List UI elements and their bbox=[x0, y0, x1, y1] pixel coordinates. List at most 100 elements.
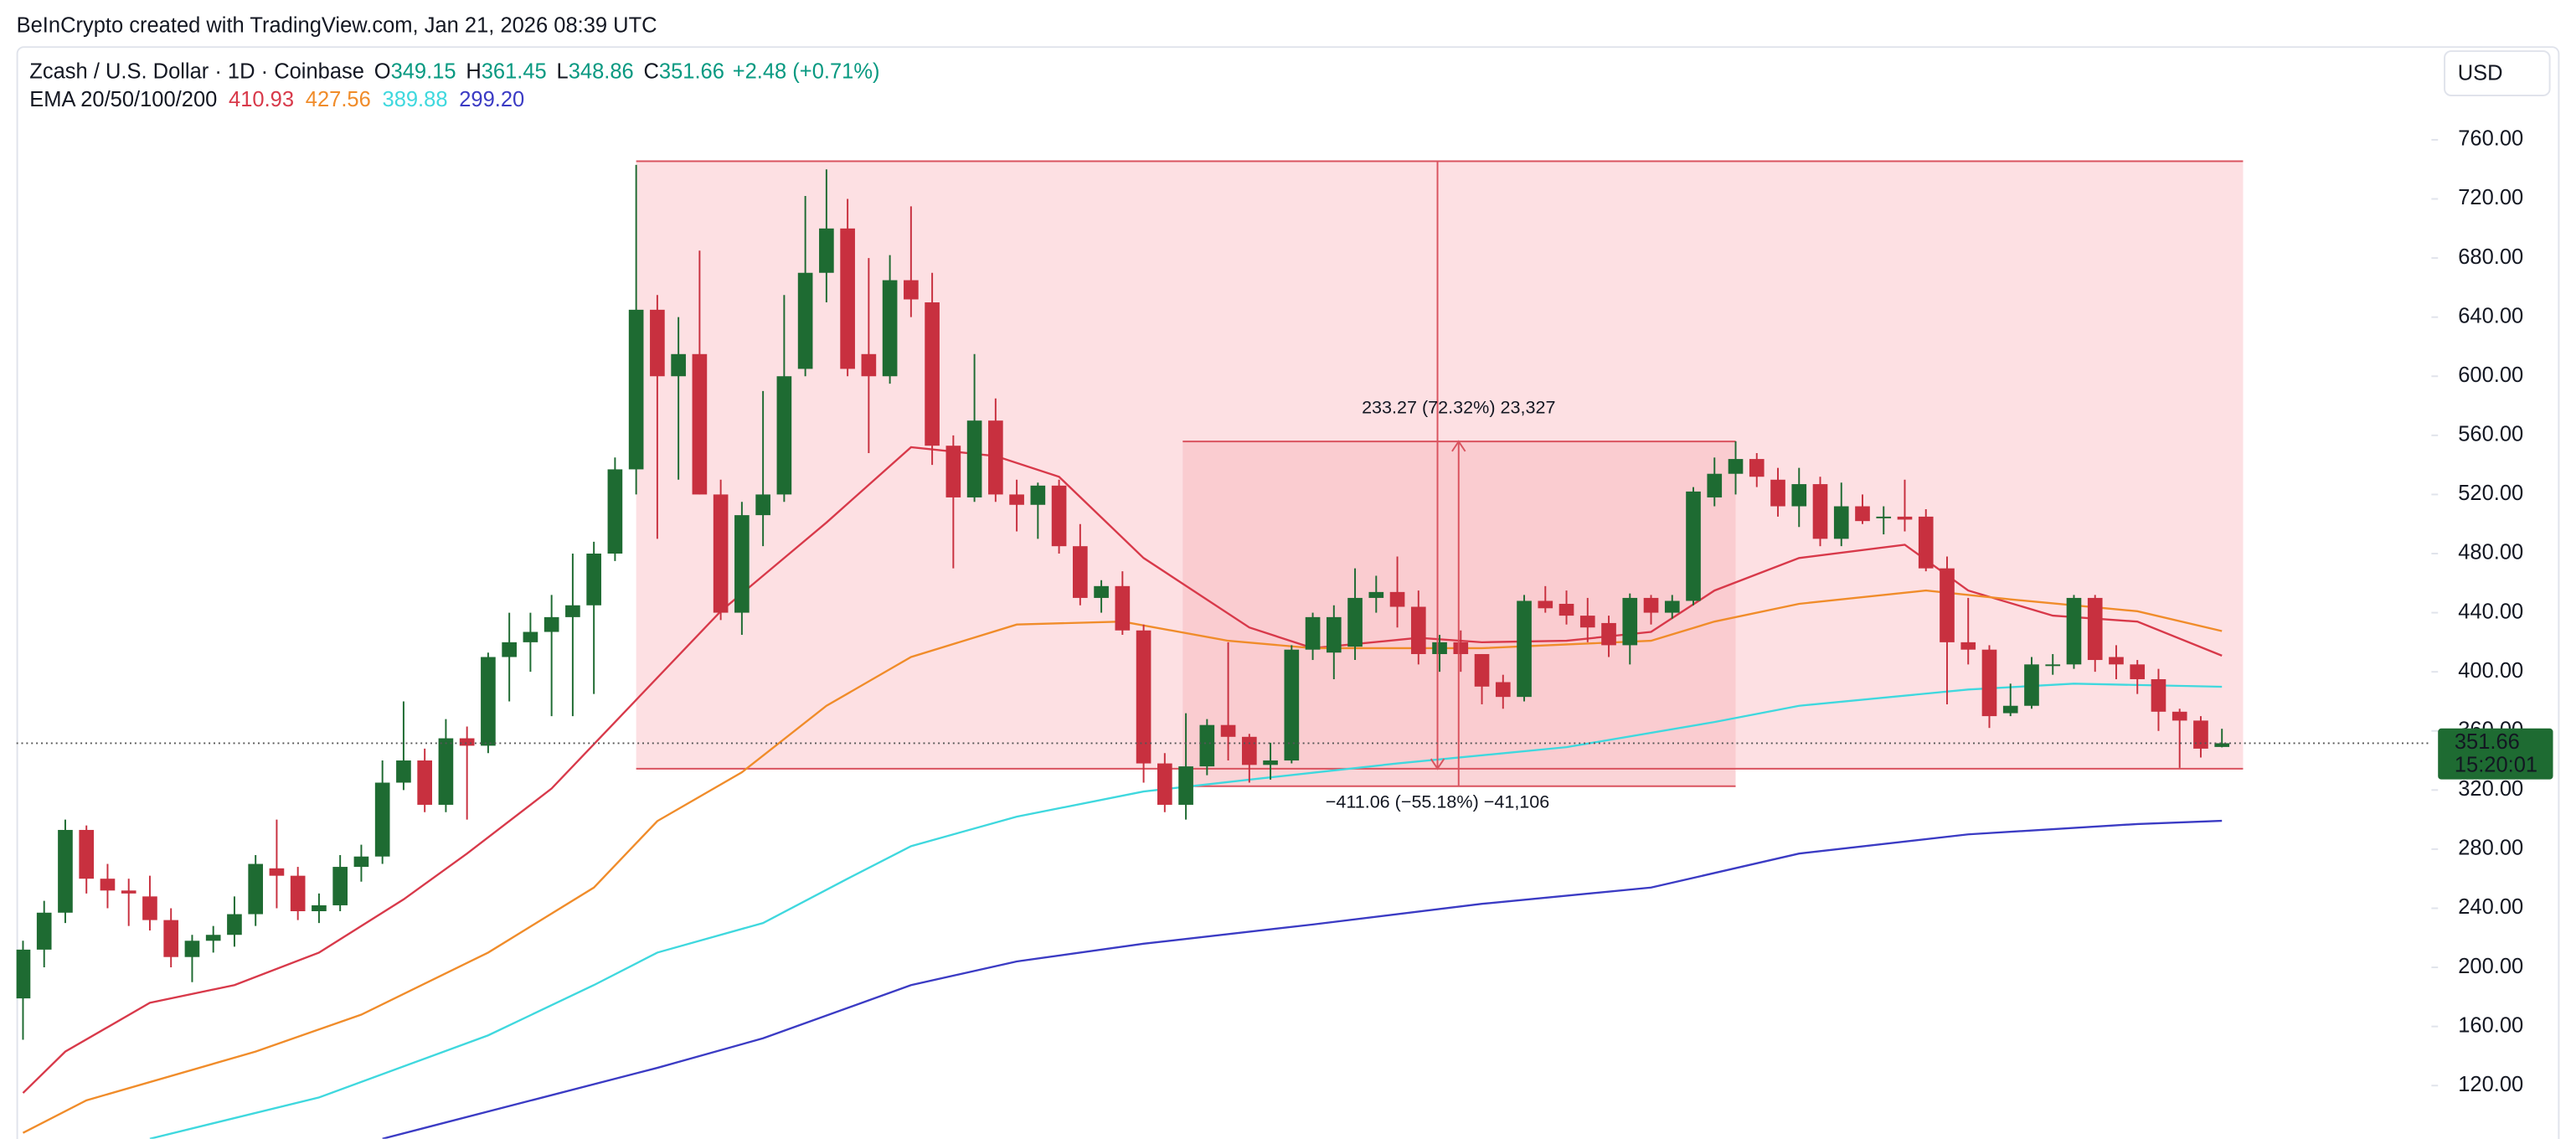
candle-body bbox=[1094, 585, 1109, 598]
candle-body bbox=[1051, 485, 1067, 547]
candle-body bbox=[1728, 459, 1744, 474]
change-value: +2.48 (+0.71%) bbox=[733, 59, 880, 83]
candle-body bbox=[1622, 597, 1638, 646]
candle-body bbox=[248, 863, 264, 915]
candle-body bbox=[1263, 760, 1278, 765]
candle-body bbox=[2214, 743, 2230, 747]
candle-body bbox=[1601, 622, 1616, 646]
ema-value: 389.88 bbox=[383, 88, 448, 111]
candle-body bbox=[481, 657, 496, 746]
candle-body bbox=[1326, 616, 1342, 653]
ema-value: 410.93 bbox=[229, 88, 294, 111]
candle-body bbox=[396, 760, 411, 783]
candle-body bbox=[417, 760, 432, 805]
candle-body bbox=[882, 280, 898, 377]
candle-body bbox=[2087, 597, 2103, 661]
countdown: 15:20:01 bbox=[2455, 754, 2537, 777]
overlay: 120.00160.00200.00240.00280.00320.00360.… bbox=[1326, 127, 2553, 1096]
candle-body bbox=[945, 446, 961, 497]
y-tick-label: 160.00 bbox=[2458, 1013, 2523, 1037]
y-tick-label: 640.00 bbox=[2458, 304, 2523, 327]
candle-body bbox=[1199, 724, 1215, 767]
candle-body bbox=[797, 272, 813, 369]
y-tick-label: 120.00 bbox=[2458, 1073, 2523, 1096]
candle-body bbox=[565, 605, 580, 617]
candle-body bbox=[1389, 591, 1405, 607]
measure-label: 233.27 (72.32%) 23,327 bbox=[1362, 397, 1555, 418]
ema-line bbox=[22, 446, 2223, 1094]
candle-body bbox=[163, 920, 179, 957]
candle-body bbox=[16, 949, 31, 999]
candle-body bbox=[988, 420, 1003, 495]
candle-body bbox=[1453, 642, 1469, 654]
symbol-legend: Zcash / U.S. Dollar · 1D · Coinbase O349.… bbox=[29, 59, 879, 83]
candle-body bbox=[1664, 600, 1680, 613]
ema-line bbox=[382, 819, 2223, 1139]
y-tick-label: 760.00 bbox=[2458, 127, 2523, 151]
candle-body bbox=[205, 935, 221, 941]
y-tick-label: 200.00 bbox=[2458, 955, 2523, 978]
candle-body bbox=[1960, 642, 1976, 650]
y-tick-label: 600.00 bbox=[2458, 363, 2523, 387]
ohlc-value: 348.86 bbox=[569, 59, 634, 83]
candle-body bbox=[671, 353, 686, 377]
candle-body bbox=[353, 856, 369, 868]
candle-body bbox=[1643, 597, 1659, 613]
candle-body bbox=[1707, 473, 1723, 497]
candle-body bbox=[904, 280, 919, 300]
candle-body bbox=[1558, 603, 1574, 616]
ema-line bbox=[149, 683, 2223, 1139]
ohlc-value: 361.45 bbox=[482, 59, 547, 83]
candle-body bbox=[692, 353, 708, 495]
measure-label: −411.06 (−55.18%) −41,106 bbox=[1326, 791, 1550, 812]
candle-body bbox=[1940, 568, 1955, 642]
measure-arrow bbox=[1430, 758, 1445, 770]
candle-body bbox=[1770, 479, 1785, 507]
candle-body bbox=[966, 420, 982, 497]
candle-body bbox=[1791, 484, 1807, 507]
candle-body bbox=[734, 515, 750, 613]
y-tick-label: 240.00 bbox=[2458, 895, 2523, 919]
candle-body bbox=[1686, 491, 1701, 601]
candle-body bbox=[2151, 678, 2166, 712]
candle-body bbox=[1115, 585, 1131, 631]
currency-button[interactable] bbox=[2444, 50, 2551, 97]
y-tick-label: 680.00 bbox=[2458, 245, 2523, 269]
candle-body bbox=[840, 228, 855, 369]
candle-body bbox=[100, 879, 116, 891]
currency[interactable]: USD bbox=[2458, 61, 2503, 85]
candle-body bbox=[58, 829, 73, 913]
candle-body bbox=[713, 494, 729, 613]
candle-body bbox=[1897, 516, 1913, 520]
candle-body bbox=[819, 228, 834, 273]
candle-body bbox=[861, 353, 877, 377]
candle-body bbox=[1474, 653, 1490, 687]
ohlc-value: 349.15 bbox=[391, 59, 456, 83]
last-price-box bbox=[2438, 728, 2553, 780]
ema-value: 299.20 bbox=[459, 88, 524, 111]
candle-body bbox=[1981, 649, 1997, 717]
chart-border bbox=[16, 46, 2560, 1139]
candle-body bbox=[1178, 766, 1193, 805]
candle-body bbox=[776, 376, 792, 495]
ohlc-label: O bbox=[374, 59, 391, 83]
candle-body bbox=[1368, 591, 1384, 598]
y-tick-label: 280.00 bbox=[2458, 837, 2523, 860]
candle-body bbox=[1241, 736, 1257, 765]
y-tick-label: 400.00 bbox=[2458, 659, 2523, 683]
candle-body bbox=[2109, 657, 2124, 665]
caption: BeInCrypto created with TradingView.com,… bbox=[17, 13, 657, 37]
symbol-title: Zcash / U.S. Dollar · 1D · Coinbase bbox=[29, 59, 364, 83]
ema-legend: EMA 20/50/100/200 410.93 427.56 389.88 299.2… bbox=[29, 88, 524, 111]
y-tick-label: 560.00 bbox=[2458, 423, 2523, 446]
candle-body bbox=[1918, 516, 1934, 569]
y-tick-label: 480.00 bbox=[2458, 541, 2523, 564]
ema-value: 427.56 bbox=[306, 88, 371, 111]
candle-body bbox=[312, 904, 327, 912]
candle-body bbox=[1579, 616, 1595, 628]
candle-body bbox=[1157, 763, 1172, 805]
y-tick-label: 320.00 bbox=[2458, 777, 2523, 801]
candle-body bbox=[1495, 682, 1511, 698]
candle-body bbox=[374, 782, 390, 857]
